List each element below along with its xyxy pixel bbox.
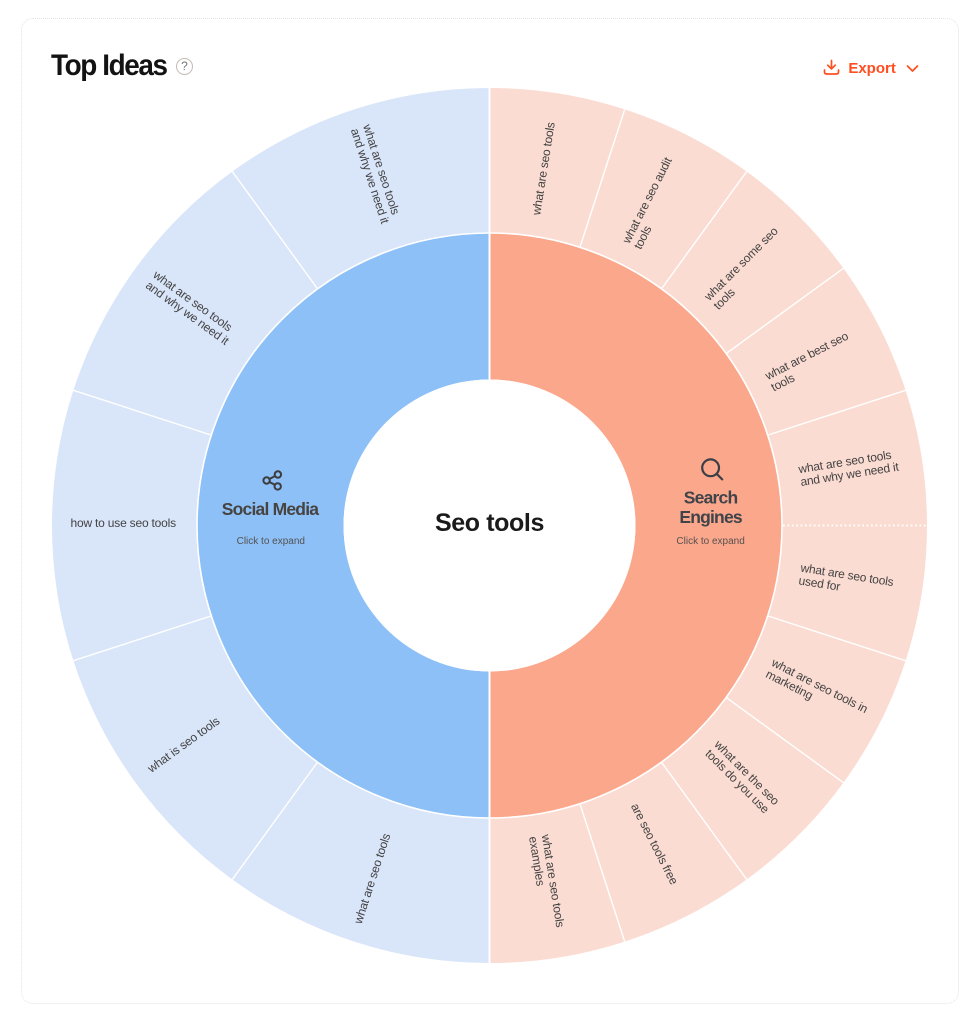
svg-text:Search: Search [684,488,738,508]
svg-text:Click to expand: Click to expand [237,536,305,547]
svg-text:Click to expand: Click to expand [676,536,744,547]
svg-text:Seo tools: Seo tools [435,509,544,537]
svg-text:Engines: Engines [679,507,743,527]
svg-text:Social Media: Social Media [222,499,319,519]
svg-text:how to use seo tools: how to use seo tools [71,516,177,530]
